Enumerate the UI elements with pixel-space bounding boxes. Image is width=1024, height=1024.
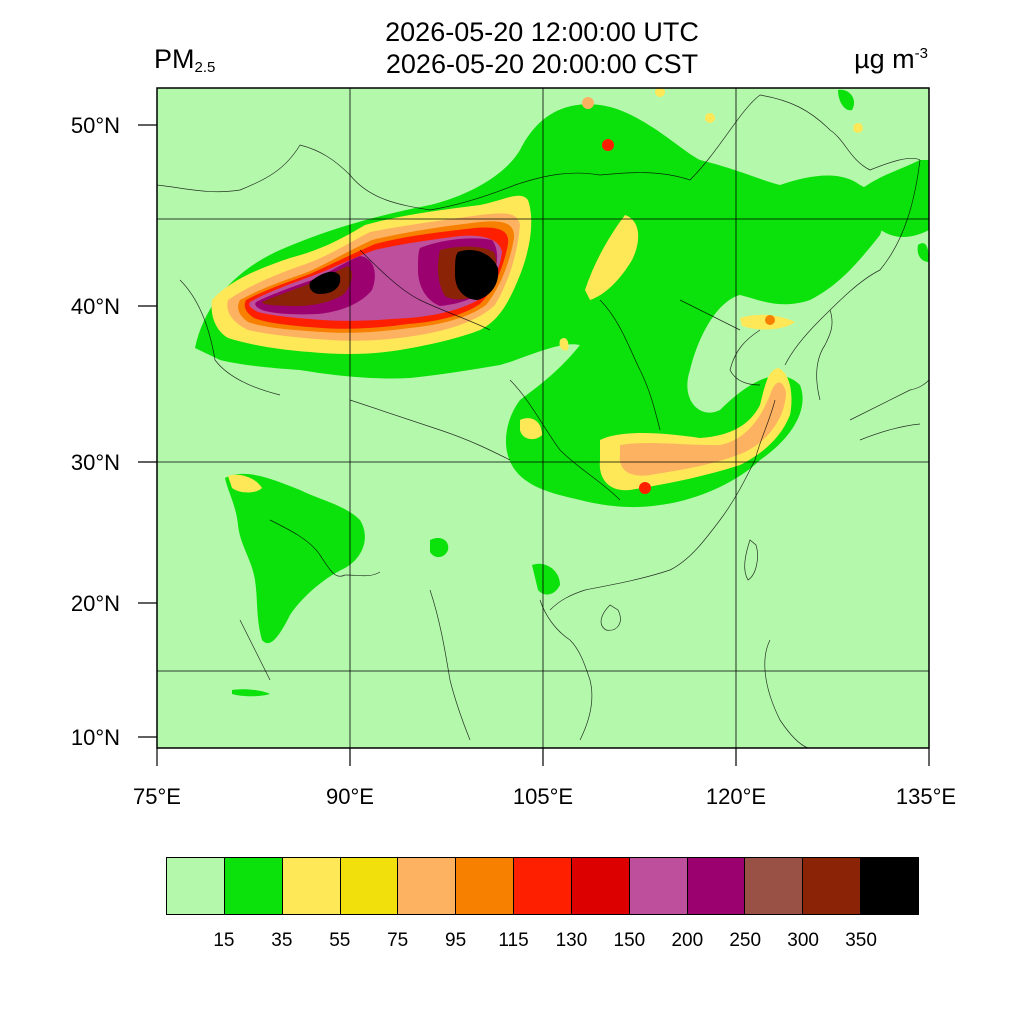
boundaries xyxy=(156,94,930,749)
lon-label-120e: 120°E xyxy=(705,784,767,809)
colorbar-label: 200 xyxy=(671,930,704,951)
graticule xyxy=(157,88,929,748)
colorbar-label: 75 xyxy=(387,930,409,951)
colorbar-label: 15 xyxy=(213,930,235,951)
lat-label-40n: 40°N xyxy=(70,294,120,319)
colorbar-swatch xyxy=(281,858,340,914)
colorbar-swatch xyxy=(167,858,224,914)
colorbar-swatch xyxy=(628,858,687,914)
colorbar-label: 300 xyxy=(787,930,819,951)
colorbar-swatch xyxy=(860,858,918,914)
colorbar-swatch xyxy=(223,858,282,914)
colorbar-swatch xyxy=(339,858,398,914)
colorbar-label: 350 xyxy=(845,930,877,951)
lat-label-20n: 20°N xyxy=(70,591,120,616)
lon-label-105e: 105°E xyxy=(512,784,574,809)
colorbar-label: 130 xyxy=(555,930,588,951)
lat-label-10n: 10°N xyxy=(70,725,120,750)
lat-label-30n: 30°N xyxy=(70,450,120,475)
colorbar-label: 55 xyxy=(329,930,351,951)
title-utc: 2026-05-20 12:00:00 UTC xyxy=(385,17,699,47)
colorbar-label: 95 xyxy=(445,930,467,951)
variable-label: PM2.5 xyxy=(154,44,216,76)
lon-label-135e: 135°E xyxy=(895,784,957,809)
colorbar-label: 35 xyxy=(271,930,293,951)
colorbar-swatch xyxy=(686,858,745,914)
colorbar-swatch xyxy=(570,858,629,914)
lat-label-50n: 50°N xyxy=(70,113,120,138)
colorbar-swatch xyxy=(802,858,861,914)
colorbar-label: 250 xyxy=(729,930,762,951)
tick-marks xyxy=(138,124,930,766)
colorbar-swatch xyxy=(513,858,571,914)
colorbar-swatch xyxy=(744,858,803,914)
colorbar-swatch xyxy=(397,858,456,914)
lon-label-90e: 90°E xyxy=(326,784,374,809)
colorbar-swatch xyxy=(455,858,514,914)
colorbar xyxy=(166,857,919,915)
colorbar-label: 115 xyxy=(498,930,529,951)
colorbar-label: 150 xyxy=(613,930,646,951)
lon-label-75e: 75°E xyxy=(133,784,181,809)
title-cst: 2026-05-20 20:00:00 CST xyxy=(385,49,699,79)
unit-label: µg m-3 xyxy=(854,44,928,74)
